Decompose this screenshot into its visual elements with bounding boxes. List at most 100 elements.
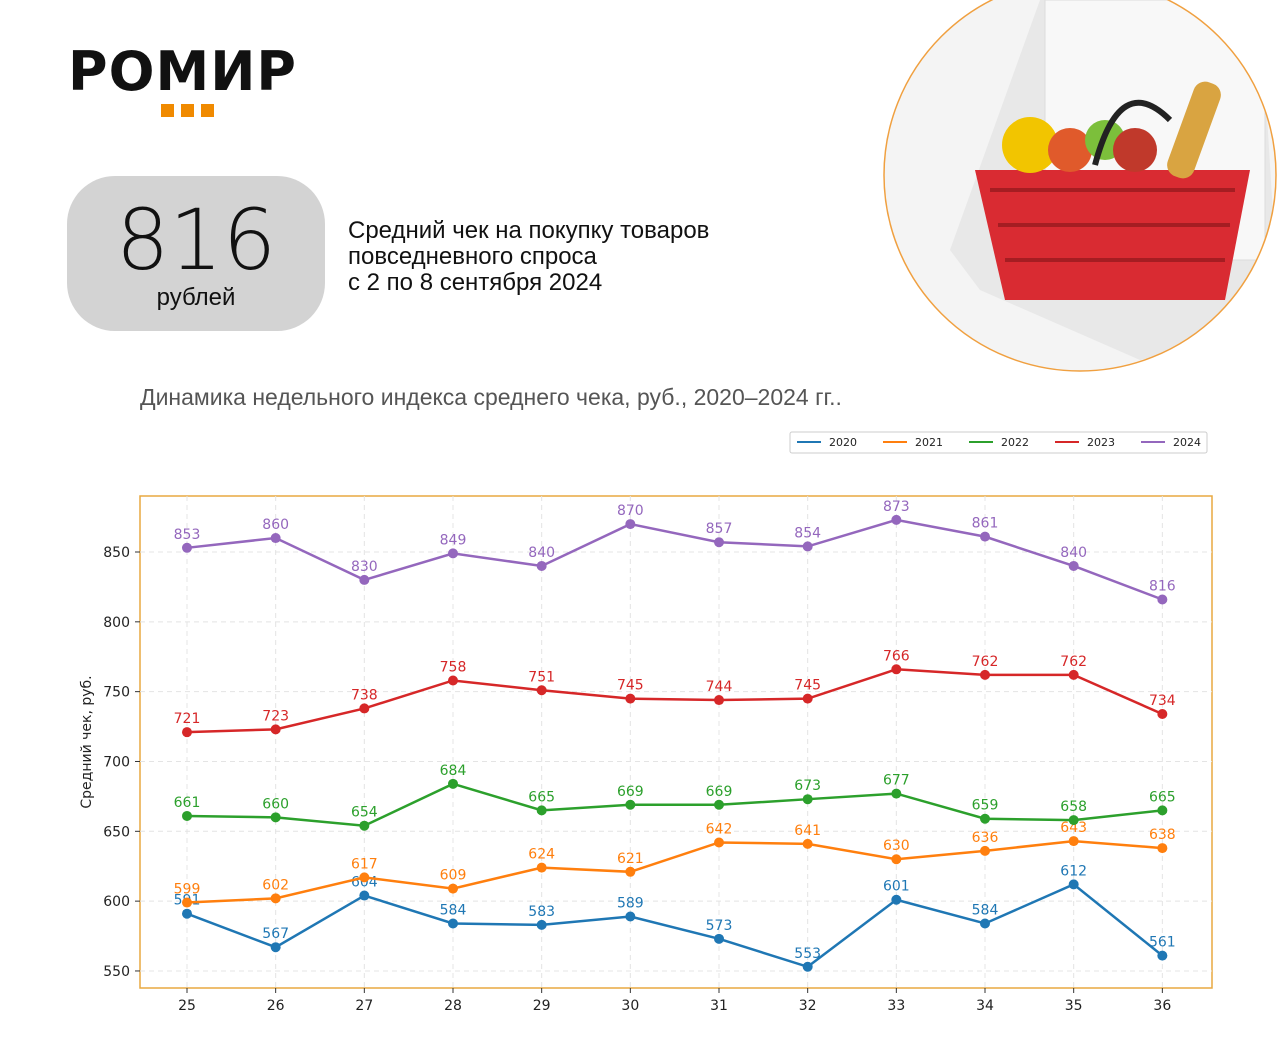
data-point: [980, 918, 991, 929]
description: Средний чек на покупку товаров повседнев…: [348, 218, 709, 296]
description-line: повседневного спроса: [348, 243, 597, 270]
logo: РОМИР: [68, 40, 297, 103]
data-point: [447, 883, 458, 894]
data-point: [714, 837, 725, 848]
series-line: [186, 882, 1164, 969]
data-label: 849: [440, 532, 467, 548]
data-label: 658: [1060, 799, 1087, 815]
data-label: 659: [972, 798, 999, 814]
data-point: [980, 669, 991, 680]
data-point: [980, 813, 991, 824]
y-tick-label: 750: [103, 685, 130, 701]
x-tick-label: 36: [1153, 998, 1171, 1014]
data-point: [891, 894, 902, 905]
data-label: 638: [1149, 827, 1176, 843]
data-label: 766: [883, 648, 910, 664]
data-point: [1068, 879, 1079, 890]
data-point: [891, 854, 902, 865]
x-tick-label: 31: [710, 998, 728, 1014]
y-tick-label: 650: [103, 824, 130, 840]
data-label: 873: [883, 499, 910, 515]
data-point: [270, 893, 281, 904]
data-label: 665: [1149, 789, 1176, 805]
logo-dot: [201, 104, 214, 117]
legend-label: 2022: [1001, 436, 1029, 449]
data-label: 654: [351, 805, 378, 821]
data-point: [181, 542, 192, 553]
y-tick-label: 700: [103, 754, 130, 770]
data-point: [625, 911, 636, 922]
data-point: [891, 788, 902, 799]
data-point: [1157, 708, 1168, 719]
data-label: 721: [174, 711, 201, 727]
data-label: 669: [706, 784, 733, 800]
data-point: [447, 548, 458, 559]
logo-dot: [161, 104, 174, 117]
data-label: 573: [706, 918, 733, 934]
legend-label: 2020: [829, 436, 857, 449]
data-label: 583: [528, 904, 555, 920]
data-label: 602: [262, 877, 289, 893]
data-label: 665: [528, 789, 555, 805]
logo-dot: [181, 104, 194, 117]
data-point: [536, 862, 547, 873]
data-point: [891, 664, 902, 675]
data-point: [802, 794, 813, 805]
data-label: 642: [706, 821, 733, 837]
data-point: [359, 703, 370, 714]
data-label: 612: [1060, 863, 1087, 879]
data-point: [359, 890, 370, 901]
data-label: 624: [528, 847, 555, 863]
data-label: 840: [528, 545, 555, 561]
x-tick-label: 34: [976, 998, 994, 1014]
data-point: [359, 872, 370, 883]
data-point: [980, 845, 991, 856]
data-point: [802, 693, 813, 704]
data-point: [270, 724, 281, 735]
y-tick-label: 600: [103, 894, 130, 910]
data-label: 745: [794, 678, 821, 694]
x-tick-label: 29: [533, 998, 551, 1014]
x-tick-label: 32: [799, 998, 817, 1014]
data-label: 853: [174, 527, 201, 543]
data-label: 669: [617, 784, 644, 800]
data-point: [1068, 669, 1079, 680]
data-label: 609: [440, 868, 467, 884]
series-line: [186, 839, 1163, 904]
description-line: Средний чек на покупку товаров: [348, 217, 710, 244]
legend-label: 2023: [1087, 436, 1115, 449]
data-label: 816: [1149, 578, 1176, 594]
data-label: 561: [1149, 935, 1176, 951]
x-tick-label: 35: [1065, 998, 1083, 1014]
data-point: [359, 820, 370, 831]
data-point: [980, 531, 991, 542]
legend-label: 2021: [915, 436, 943, 449]
series-line: [186, 518, 1163, 601]
data-point: [714, 695, 725, 706]
y-tick-label: 850: [103, 545, 130, 561]
data-point: [1068, 815, 1079, 826]
data-point: [536, 805, 547, 816]
data-label: 751: [528, 669, 555, 685]
data-label: 854: [794, 525, 821, 541]
data-label: 641: [794, 823, 821, 839]
chart: 550 600 650 700 750 800 850 25 26 27 28 29 30 31 32 33 3…: [79, 431, 1213, 1014]
x-tick-label: 28: [444, 998, 462, 1014]
data-point: [802, 541, 813, 552]
data-point: [270, 942, 281, 953]
series-line: [186, 668, 1163, 734]
data-label: 745: [617, 678, 644, 694]
data-label: 553: [794, 946, 821, 962]
data-label: 601: [883, 879, 910, 895]
data-label: 762: [972, 654, 999, 670]
data-label: 677: [883, 773, 910, 789]
legend-label: 2024: [1173, 436, 1201, 449]
legend: 2020 2021 2022 2023 2024: [789, 431, 1208, 454]
value-badge: 816 рублей: [67, 176, 325, 331]
data-point: [1068, 560, 1079, 571]
data-point: [1157, 950, 1168, 961]
y-axis-label: Средний чек, руб.: [79, 675, 95, 808]
data-point: [359, 574, 370, 585]
legend-box: [789, 431, 1208, 454]
data-label: 589: [617, 895, 644, 911]
